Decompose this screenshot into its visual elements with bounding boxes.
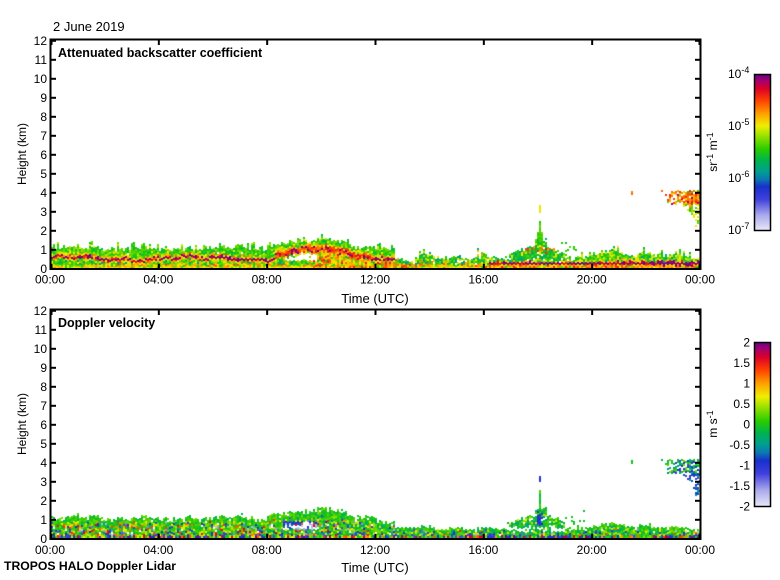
svg-text:10-5: 10-5 (728, 117, 749, 133)
svg-text:10-7: 10-7 (728, 221, 749, 237)
svg-text:m s-1: m s-1 (705, 410, 720, 437)
svg-text:00:00: 00:00 (685, 273, 715, 287)
svg-text:10: 10 (34, 72, 48, 86)
svg-text:1.5: 1.5 (733, 356, 750, 370)
svg-text:00:00: 00:00 (685, 543, 715, 557)
svg-text:16:00: 16:00 (468, 543, 498, 557)
svg-text:6: 6 (40, 418, 47, 432)
svg-text:00:00: 00:00 (35, 273, 65, 287)
svg-text:2: 2 (743, 335, 750, 349)
svg-text:10-6: 10-6 (728, 169, 749, 185)
svg-text:4: 4 (40, 456, 47, 470)
svg-text:7: 7 (40, 399, 47, 413)
svg-text:3: 3 (40, 475, 47, 489)
svg-text:Doppler velocity: Doppler velocity (58, 316, 155, 330)
svg-text:11: 11 (35, 323, 48, 337)
svg-text:-1.5: -1.5 (729, 479, 750, 493)
svg-text:12:00: 12:00 (360, 273, 390, 287)
svg-text:0.5: 0.5 (733, 397, 750, 411)
svg-text:7: 7 (40, 129, 47, 143)
svg-text:20:00: 20:00 (577, 273, 607, 287)
svg-text:1: 1 (40, 513, 47, 527)
svg-text:1: 1 (40, 243, 47, 257)
svg-text:20:00: 20:00 (577, 543, 607, 557)
svg-text:08:00: 08:00 (252, 543, 282, 557)
svg-text:Height (km): Height (km) (15, 393, 29, 455)
svg-text:1: 1 (743, 376, 750, 390)
svg-text:0: 0 (40, 262, 47, 276)
svg-text:00:00: 00:00 (35, 543, 65, 557)
svg-text:2: 2 (40, 224, 47, 238)
svg-text:Time (UTC): Time (UTC) (341, 291, 408, 306)
svg-text:12: 12 (34, 304, 48, 318)
svg-text:0: 0 (40, 532, 47, 546)
svg-text:9: 9 (40, 91, 47, 105)
svg-text:11: 11 (35, 53, 48, 67)
svg-text:8: 8 (40, 110, 47, 124)
svg-text:10-4: 10-4 (728, 65, 749, 81)
svg-text:6: 6 (40, 148, 47, 162)
svg-text:-0.5: -0.5 (729, 438, 750, 452)
svg-text:16:00: 16:00 (468, 273, 498, 287)
svg-text:Time (UTC): Time (UTC) (341, 560, 408, 575)
svg-text:12:00: 12:00 (360, 543, 390, 557)
svg-text:10: 10 (34, 342, 48, 356)
svg-text:-1: -1 (739, 458, 750, 472)
svg-text:2 June 2019: 2 June 2019 (53, 19, 125, 34)
svg-text:TROPOS HALO Doppler Lidar: TROPOS HALO Doppler Lidar (4, 559, 176, 573)
svg-text:3: 3 (40, 205, 47, 219)
svg-text:8: 8 (40, 380, 47, 394)
svg-text:04:00: 04:00 (143, 543, 173, 557)
svg-text:0: 0 (743, 417, 750, 431)
svg-text:9: 9 (40, 361, 47, 375)
svg-text:08:00: 08:00 (252, 273, 282, 287)
svg-text:5: 5 (40, 437, 47, 451)
svg-text:4: 4 (40, 186, 47, 200)
svg-text:sr-1 m-1: sr-1 m-1 (705, 132, 720, 171)
svg-text:12: 12 (34, 34, 48, 48)
svg-text:5: 5 (40, 167, 47, 181)
svg-text:04:00: 04:00 (143, 273, 173, 287)
svg-text:-2: -2 (739, 499, 750, 513)
svg-text:Attenuated backscatter coeffic: Attenuated backscatter coefficient (58, 46, 263, 60)
svg-text:2: 2 (40, 494, 47, 508)
svg-text:Height (km): Height (km) (15, 123, 29, 185)
